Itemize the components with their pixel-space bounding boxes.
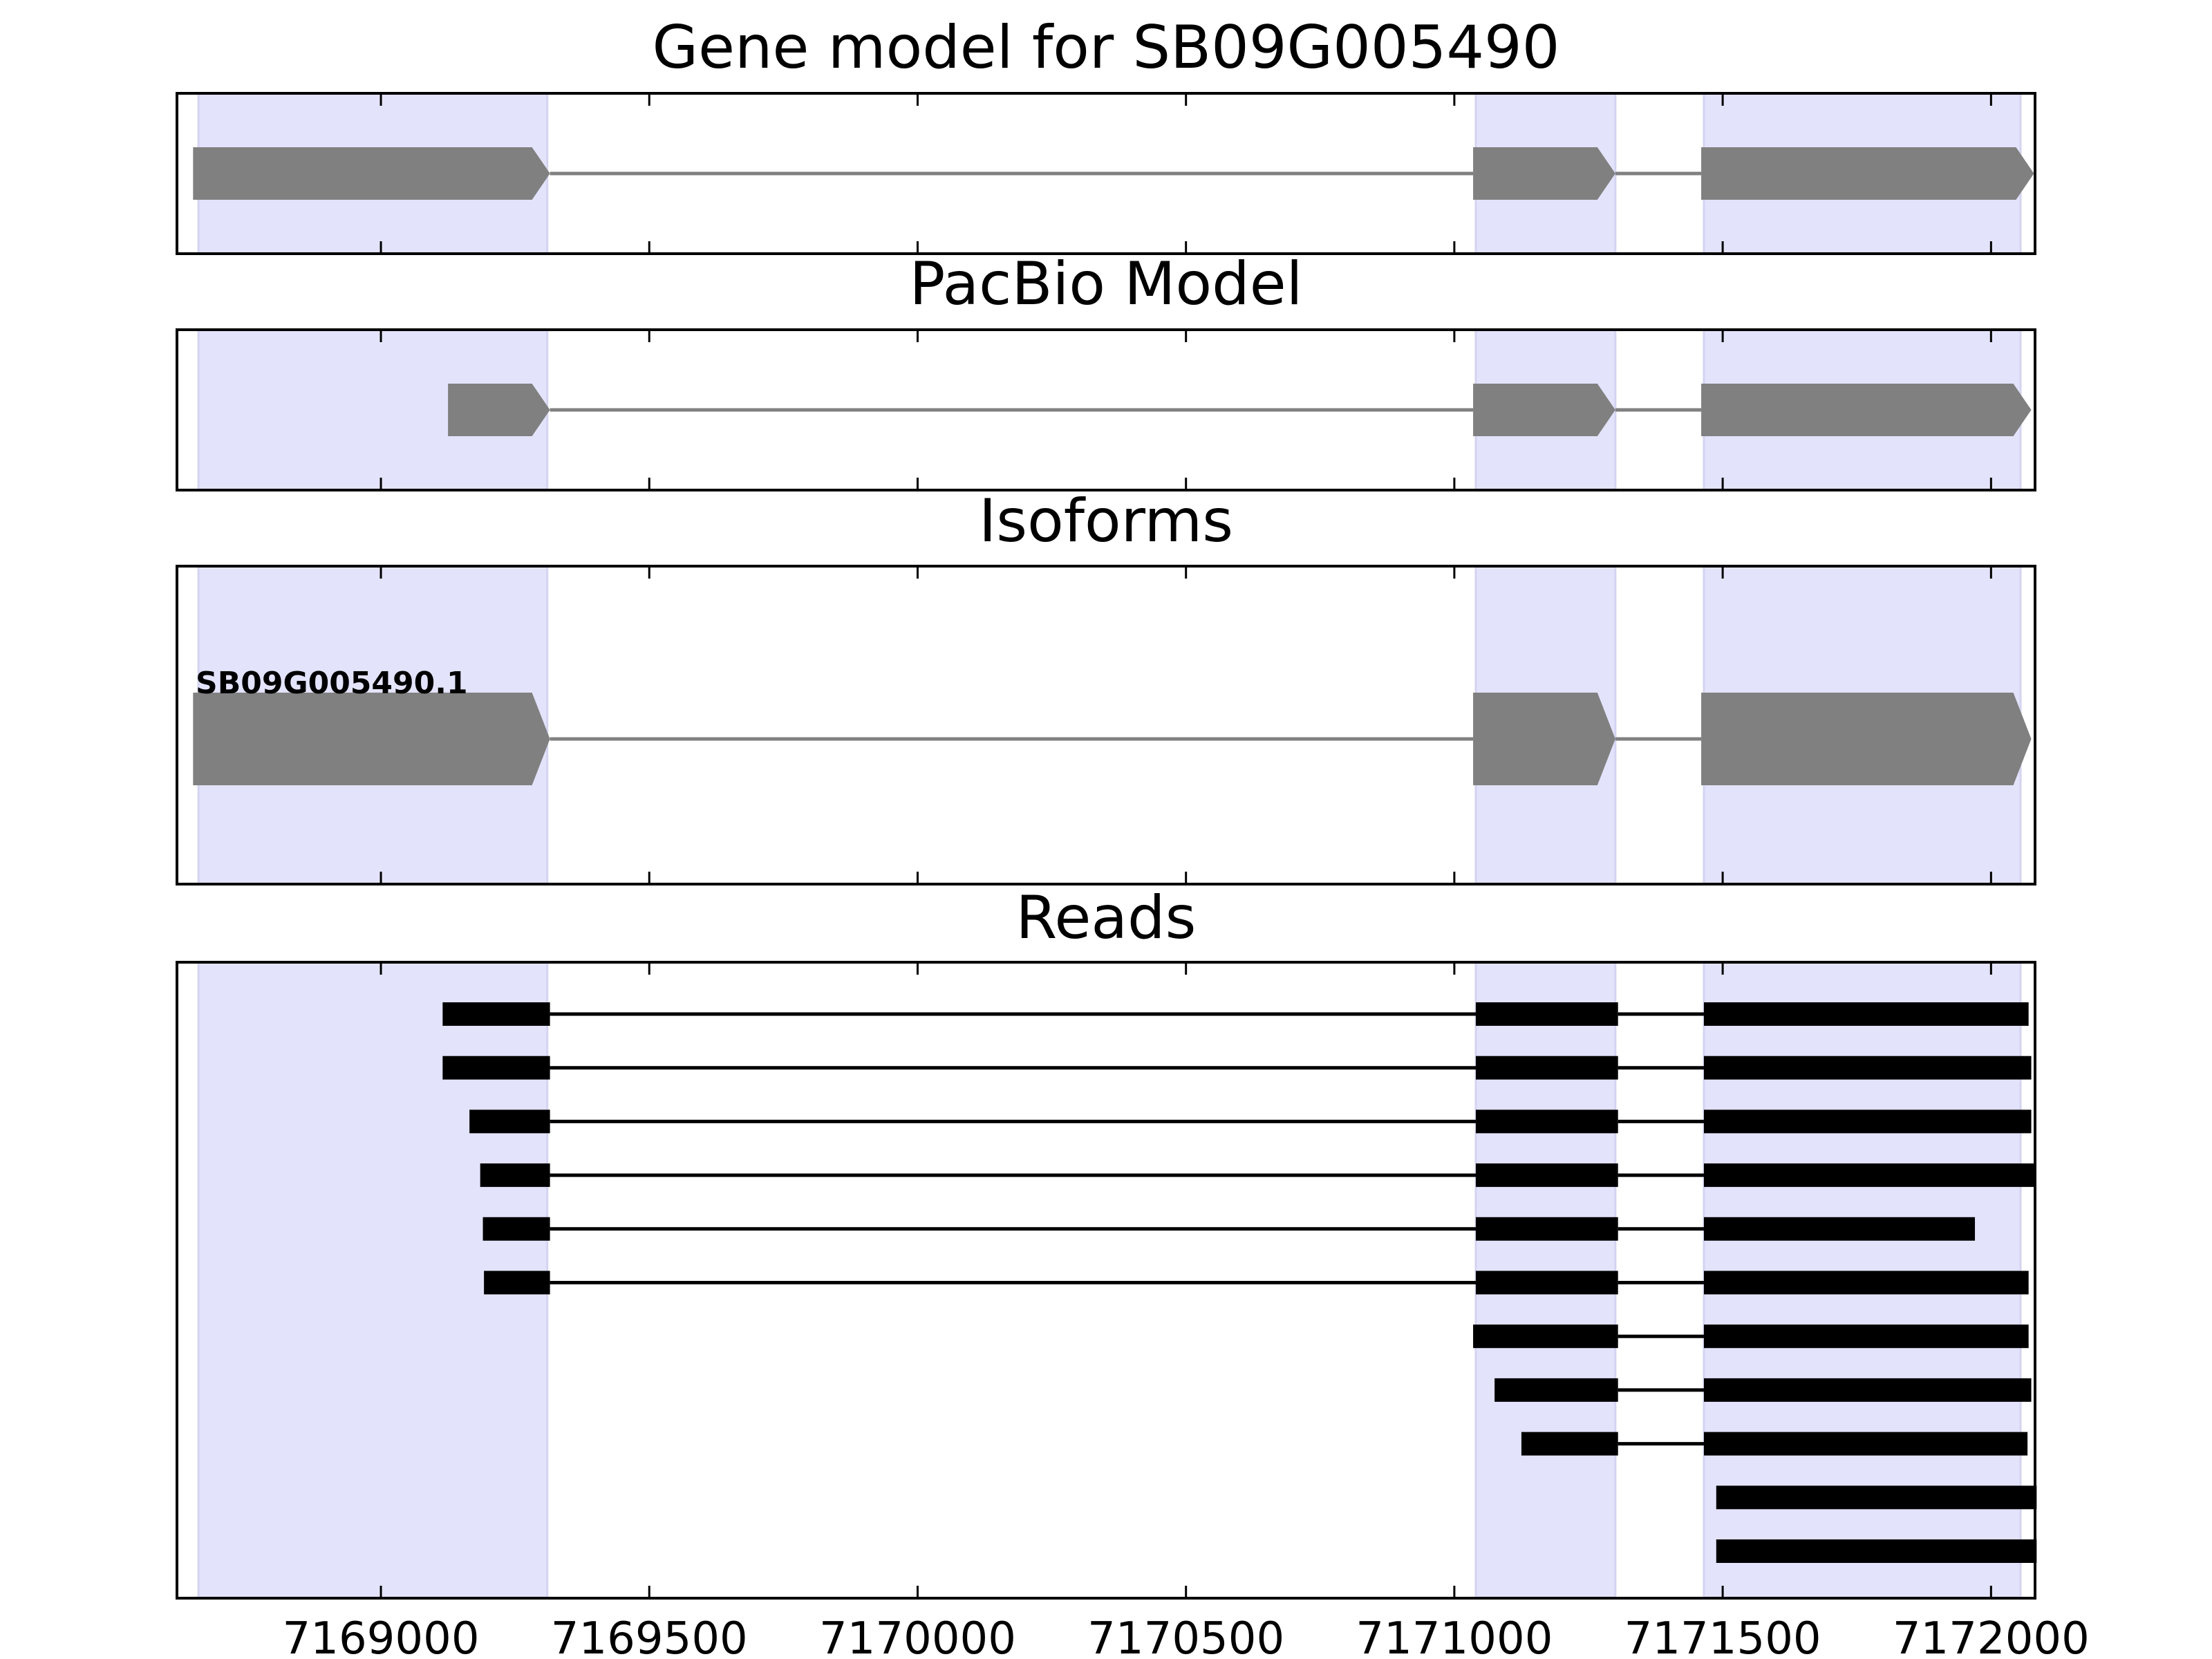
read-block — [1703, 1271, 2029, 1295]
read-block — [1475, 1002, 1618, 1026]
read-block — [1716, 1485, 2037, 1510]
panel-gene-model: Gene model for SB09G005490 — [176, 13, 2036, 255]
x-tick-label: 7171000 — [1356, 1613, 1553, 1659]
x-tick-label: 7170500 — [1087, 1613, 1284, 1659]
exon-arrow — [193, 147, 550, 200]
read-block — [1703, 1432, 2028, 1456]
isoform-features — [193, 693, 2032, 785]
x-ticks — [379, 962, 1992, 1598]
panel-pacbio-model: PacBio Model — [176, 250, 2036, 491]
read-block — [1703, 1109, 2032, 1134]
read-block — [469, 1109, 550, 1134]
panel-isoforms: Isoforms SB09G005490.1 — [176, 487, 2036, 885]
x-tick-label: 7169000 — [283, 1613, 480, 1659]
read-block — [482, 1217, 550, 1241]
read-block — [1703, 1378, 2032, 1402]
read-block — [1716, 1539, 2037, 1563]
exon-arrow — [448, 384, 550, 436]
read-block — [1475, 1271, 1618, 1295]
read-block — [1521, 1432, 1618, 1456]
x-ticks — [379, 93, 1992, 254]
read-block — [1475, 1109, 1618, 1134]
exon-arrow — [1473, 147, 1615, 200]
exon-arrow — [193, 693, 550, 785]
x-axis-tick-labels: 7169000 7169500 7170000 7170500 7171000 71715… — [283, 1613, 2090, 1659]
exon-arrow — [1473, 384, 1615, 436]
panel-frame — [176, 92, 2036, 255]
panel-title-reads: Reads — [1016, 883, 1197, 953]
read-block — [1703, 1056, 2032, 1080]
read-block — [484, 1271, 550, 1295]
exon-arrow — [1701, 693, 2032, 785]
gene-model-features — [193, 147, 2034, 200]
read-block — [480, 1163, 550, 1188]
read-block — [1703, 1324, 2029, 1349]
x-ticks — [379, 566, 1992, 884]
read-block — [1494, 1378, 1618, 1402]
panel-title-gene-model: Gene model for SB09G005490 — [653, 13, 1560, 82]
read-block — [1473, 1324, 1618, 1349]
x-tick-label: 7169500 — [551, 1613, 748, 1659]
exon-arrow — [1701, 147, 2034, 200]
pacbio-model-features — [448, 384, 2032, 436]
x-tick-label: 7172000 — [1893, 1613, 2090, 1659]
x-tick-label: 7170000 — [819, 1613, 1016, 1659]
read-block — [1703, 1217, 1976, 1241]
read-block — [1475, 1056, 1618, 1080]
panel-frame — [176, 328, 2036, 491]
read-block — [1703, 1163, 2035, 1188]
panel-title-isoforms: Isoforms — [979, 487, 1233, 556]
x-tick-label: 7171500 — [1624, 1613, 1821, 1659]
x-ticks — [379, 330, 1992, 490]
isoform-label: SB09G005490.1 — [196, 666, 468, 701]
panel-frame — [176, 961, 2036, 1600]
read-block — [1703, 1002, 2029, 1026]
read-alignments — [442, 1002, 2037, 1563]
panel-reads: Reads — [176, 883, 2037, 1600]
panel-frame — [176, 565, 2036, 885]
read-block — [442, 1056, 550, 1080]
exon-arrow — [1701, 384, 2032, 436]
read-block — [1475, 1163, 1618, 1188]
exon-arrow — [1473, 693, 1615, 785]
read-block — [1475, 1217, 1618, 1241]
panel-title-pacbio-model: PacBio Model — [909, 250, 1302, 319]
read-block — [442, 1002, 550, 1026]
